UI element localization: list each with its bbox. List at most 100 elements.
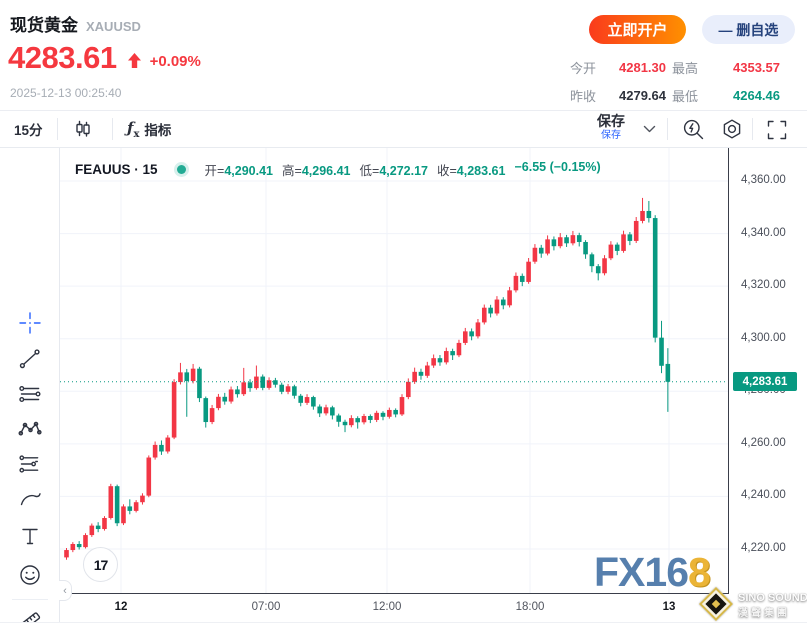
- candle-body: [95, 525, 101, 530]
- sino-sound-logo: [694, 585, 738, 622]
- candle-body: [532, 247, 538, 262]
- candle-body: [437, 358, 443, 363]
- projection-icon: [19, 455, 40, 473]
- candle-body: [76, 544, 82, 548]
- fullscreen-button[interactable]: [764, 110, 788, 148]
- last-price-axis-label: 4,283.61: [733, 372, 797, 392]
- candle-body: [665, 363, 671, 382]
- candle-body: [266, 380, 272, 388]
- candle-body: [488, 307, 493, 314]
- save-menu-chevron[interactable]: [643, 110, 656, 148]
- fib-retracement-tool[interactable]: [15, 379, 45, 409]
- ohlc-close-label: 收=: [436, 164, 457, 178]
- price-axis-label: 4,260.00: [741, 436, 786, 449]
- time-axis-label: 18:00: [515, 601, 545, 613]
- candle-body: [209, 408, 215, 423]
- candle-body: [583, 241, 588, 255]
- emoji-tool[interactable]: [15, 560, 45, 590]
- candle-body: [595, 266, 601, 274]
- candle-body: [576, 235, 582, 242]
- projection-tool[interactable]: [15, 449, 45, 479]
- indicators-button[interactable]: ƒx 指标: [127, 110, 171, 148]
- fx-icon: ƒx: [127, 118, 140, 140]
- ohlc-open-value: 4,290.41: [224, 164, 274, 178]
- sino-sound-watermark: SINO SOUND 漢聲集團: [738, 592, 807, 619]
- candle-body: [89, 525, 95, 536]
- candle-body: [216, 396, 221, 409]
- price-axis-label: 4,340.00: [741, 226, 786, 239]
- candle-body: [526, 261, 531, 282]
- chart-canvas[interactable]: [60, 148, 730, 593]
- candle-body: [399, 397, 405, 415]
- candle-body: [462, 331, 468, 343]
- open-account-button[interactable]: 立即开户: [589, 15, 686, 44]
- fx168-watermark-blue: FX16: [594, 549, 689, 595]
- time-axis[interactable]: 12 07:00 12:00 18:00 13: [60, 593, 729, 622]
- candle-body: [361, 415, 367, 423]
- remove-watchlist-button[interactable]: — 删自选: [702, 15, 795, 44]
- ruler-icon: [20, 612, 41, 622]
- divider: [57, 118, 58, 140]
- collapse-panel-button[interactable]: ‹: [59, 580, 72, 601]
- candle-body: [121, 506, 126, 524]
- save-button[interactable]: 保存 保存: [597, 113, 625, 141]
- candle-body: [374, 412, 379, 420]
- candle-body: [336, 415, 341, 422]
- ohlc-high-label: 高=: [282, 164, 302, 178]
- legend-symbol[interactable]: FEAUUS · 15: [75, 162, 158, 177]
- candle-body: [83, 535, 88, 548]
- settings-button[interactable]: [719, 110, 745, 148]
- price-axis[interactable]: 4,283.61 4,360.00 4,340.00 4,320.00 4,300.0…: [728, 148, 807, 593]
- market-status-dot[interactable]: [176, 165, 186, 174]
- xabcd-pattern-tool[interactable]: [15, 414, 45, 444]
- tradingview-logo[interactable]: 17: [83, 547, 118, 582]
- trend-line-tool[interactable]: [15, 344, 45, 374]
- quote-stats: 今开 4281.30 最高 4353.57 昨收 4279.64 最低 4264…: [570, 58, 780, 105]
- ohlc-low-label: 低=: [359, 164, 380, 178]
- candle-body: [178, 372, 183, 383]
- quick-search-button[interactable]: [681, 110, 706, 148]
- candle-body: [368, 415, 373, 420]
- candle-body: [608, 244, 614, 259]
- candle-body: [406, 381, 411, 398]
- price-axis-label: 4,320.00: [741, 279, 786, 292]
- candle-body: [254, 376, 259, 389]
- stat-prevclose-label: 昨收: [570, 89, 597, 104]
- candle-body: [456, 342, 462, 356]
- quote-timestamp: 2025-12-13 00:25:40: [10, 86, 122, 100]
- save-label: 保存: [597, 113, 625, 129]
- sino-group-text: 漢聲集團: [738, 608, 790, 619]
- divider: [752, 118, 753, 140]
- change-percent: +0.09%: [149, 52, 201, 70]
- candle-body: [621, 234, 626, 251]
- text-tool[interactable]: [15, 521, 45, 551]
- candle-body: [538, 247, 544, 254]
- interval-button[interactable]: 15分: [14, 123, 43, 138]
- fx168-watermark: FX168: [594, 549, 711, 596]
- text-tool-icon: [22, 528, 38, 545]
- candle-body: [614, 244, 620, 251]
- stat-low-value: 4264.46: [733, 88, 780, 103]
- candle-body: [184, 372, 190, 382]
- price-row: 4283.61 +0.09%: [8, 40, 201, 76]
- candle-body: [602, 258, 607, 274]
- candle-body: [114, 486, 120, 524]
- candle-body: [589, 254, 595, 267]
- price-axis-label: 4,240.00: [741, 489, 786, 502]
- candle-body: [203, 398, 209, 423]
- brush-tool[interactable]: [15, 484, 45, 514]
- measure-tool[interactable]: [15, 606, 45, 622]
- stat-open-value: 4281.30: [619, 60, 666, 75]
- stat-open-label: 今开: [570, 61, 597, 76]
- candle-body: [241, 382, 247, 395]
- ohlc-low-value: 4,272.17: [379, 164, 428, 178]
- chart-type-button[interactable]: [70, 110, 94, 148]
- candle-body: [551, 239, 557, 247]
- crosshair-tool[interactable]: [15, 308, 45, 338]
- candle-body: [273, 380, 278, 385]
- fx168-watermark-gold: 8: [688, 549, 711, 595]
- quick-search-icon: [683, 119, 704, 139]
- price-axis-label: 4,360.00: [741, 174, 786, 186]
- candle-body: [323, 407, 329, 414]
- candle-body: [279, 384, 285, 392]
